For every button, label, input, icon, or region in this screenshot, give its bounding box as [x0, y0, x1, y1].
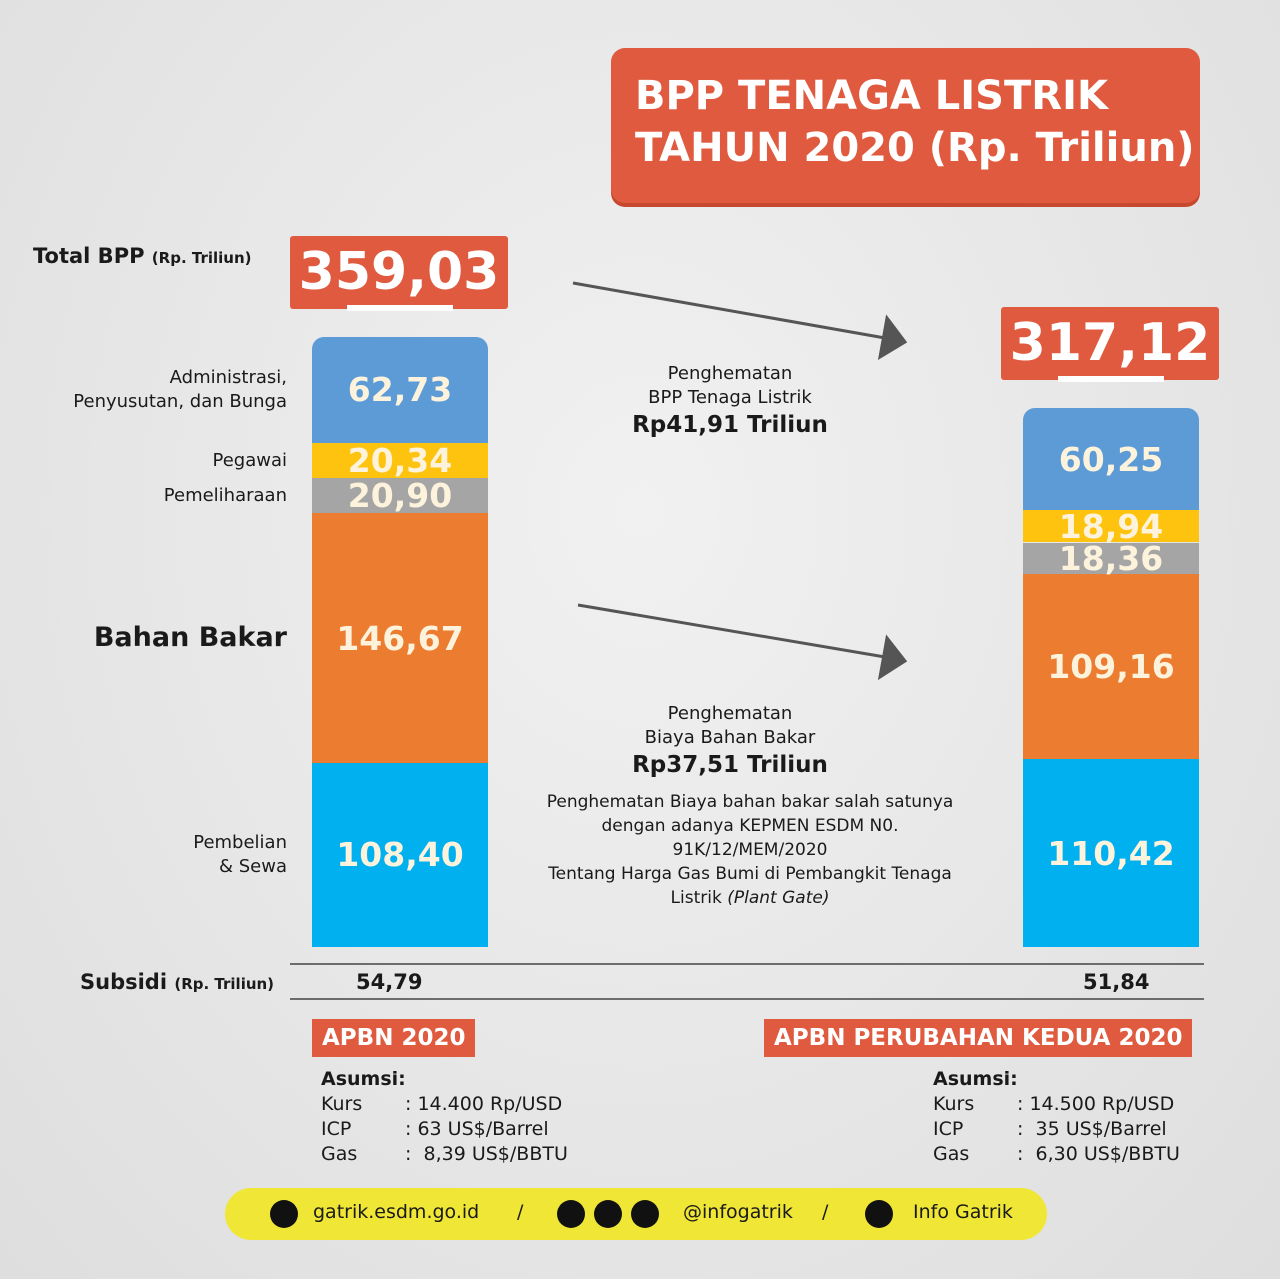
bar-segment: 20,90 — [312, 476, 488, 515]
separator: / — [822, 1201, 829, 1223]
youtube: Info Gatrik — [913, 1201, 1013, 1223]
note-line: Penghematan Biaya bahan bakar salah satu… — [546, 792, 954, 812]
separator: / — [517, 1201, 524, 1223]
category-tag: APBN 2020 — [312, 1019, 476, 1057]
instagram-icon — [594, 1200, 622, 1228]
assumption-row: Kurs : 14.500 Rp/USD — [933, 1092, 1180, 1117]
subsidi-text: Subsidi — [80, 970, 168, 994]
bar-segment: 146,67 — [312, 513, 488, 763]
bar-segment: 109,16 — [1023, 573, 1199, 760]
series-label: Pemeliharaan — [163, 484, 287, 506]
category-tag: APBN PERUBAHAN KEDUA 2020 — [764, 1019, 1193, 1057]
assumption-key: ICP — [933, 1118, 964, 1140]
assumption-row: Kurs : 14.400 Rp/USD — [321, 1092, 568, 1117]
bpp-savings: Penghematan BPP Tenaga Listrik Rp41,91 T… — [580, 362, 880, 440]
note: Penghematan Biaya bahan bakar salah satu… — [490, 790, 1010, 910]
note-line: 91K/12/MEM/2020 — [672, 840, 828, 860]
connector — [1058, 375, 1164, 382]
bar-segment: 110,42 — [1023, 759, 1199, 947]
assumption-value: : 63 US$/Barrel — [405, 1118, 549, 1140]
total-box: 317,12 — [1001, 306, 1219, 380]
bar-segment: 18,94 — [1023, 507, 1199, 546]
assumption-value: : 35 US$/Barrel — [1017, 1118, 1167, 1140]
twitter-icon — [631, 1200, 659, 1228]
series-label: Bahan Bakar — [93, 622, 287, 654]
series-label: Pegawai — [212, 449, 288, 471]
assumption-title: Asumsi: — [933, 1068, 1018, 1090]
assumption-key: Kurs — [933, 1093, 975, 1115]
total-unit: (Rp. Triliun) — [151, 249, 252, 267]
subsidi-label: Subsidi (Rp. Triliun) — [80, 970, 274, 994]
note-text: Listrik — [670, 888, 728, 908]
assumption-key: Gas — [321, 1143, 358, 1165]
savings-line: Biaya Bahan Bakar — [644, 727, 816, 748]
assumption-key: Kurs — [321, 1093, 363, 1115]
bar-segment: 62,73 — [312, 336, 488, 444]
subsidi-unit: (Rp. Triliun) — [174, 975, 275, 993]
note-italic: (Plant Gate) — [727, 888, 830, 908]
assumption-title: Asumsi: — [321, 1068, 406, 1090]
bar-segment: 18,36 — [1023, 539, 1199, 578]
assumption-row: ICP : 63 US$/Barrel — [321, 1117, 568, 1142]
fuel-savings: Penghematan Biaya Bahan Bakar Rp37,51 Tr… — [580, 702, 880, 780]
subsidi-value: 54,79 — [356, 970, 423, 994]
assumption-key: Gas — [933, 1143, 970, 1165]
note-line: Tentang Harga Gas Bumi di Pembangkit Ten… — [548, 864, 952, 884]
total-label: Total BPP (Rp. Triliun) — [33, 244, 251, 268]
globe-icon — [270, 1200, 298, 1228]
note-line: Listrik (Plant Gate) — [490, 886, 1010, 910]
assumption-row: Gas : 8,39 US$/BBTU — [321, 1142, 568, 1167]
savings-line: BPP Tenaga Listrik — [648, 387, 812, 408]
footer: gatrik.esdm.go.id / @infogatrik / Info G… — [225, 1188, 1047, 1240]
assumption-row: Gas : 6,30 US$/BBTU — [933, 1142, 1180, 1167]
assumption-row: ICP : 35 US$/Barrel — [933, 1117, 1180, 1142]
assumptions: Asumsi: Kurs : 14.500 Rp/USD ICP : 35 US$/Ba… — [933, 1067, 1180, 1167]
subsidi-value: 51,84 — [1083, 970, 1150, 994]
bar-segment: 60,25 — [1023, 407, 1199, 511]
connector — [347, 304, 453, 311]
savings-line: Penghematan — [667, 703, 793, 724]
savings-amount: Rp37,51 Triliun — [632, 752, 828, 778]
bar-segment: 108,40 — [312, 762, 488, 947]
series-label: Administrasi, Penyusutan, dan Bunga — [73, 366, 287, 412]
note-line: dengan adanya KEPMEN ESDM N0. — [601, 816, 899, 836]
website: gatrik.esdm.go.id — [313, 1201, 480, 1223]
savings-amount: Rp41,91 Triliun — [632, 412, 828, 438]
youtube-icon — [865, 1200, 893, 1228]
title-line: TAHUN 2020 (Rp. Triliun) — [635, 125, 1195, 171]
assumption-value: : 8,39 US$/BBTU — [405, 1143, 568, 1165]
total-text: Total BPP — [33, 244, 145, 268]
total-box: 359,03 — [290, 235, 508, 309]
savings-line: Penghematan — [667, 363, 793, 384]
assumption-value: : 14.400 Rp/USD — [405, 1093, 563, 1115]
assumption-key: ICP — [321, 1118, 352, 1140]
assumption-value: : 6,30 US$/BBTU — [1017, 1143, 1180, 1165]
assumption-value: : 14.500 Rp/USD — [1017, 1093, 1175, 1115]
title-line: BPP TENAGA LISTRIK — [635, 73, 1108, 119]
facebook-icon — [557, 1200, 585, 1228]
series-label: Pembelian & Sewa — [193, 831, 287, 877]
bar-segment: 20,34 — [312, 441, 488, 480]
assumptions: Asumsi: Kurs : 14.400 Rp/USD ICP : 63 US$/Ba… — [321, 1067, 568, 1167]
social: @infogatrik — [683, 1201, 793, 1223]
title-box: BPP TENAGA LISTRIK TAHUN 2020 (Rp. Trili… — [611, 48, 1200, 203]
